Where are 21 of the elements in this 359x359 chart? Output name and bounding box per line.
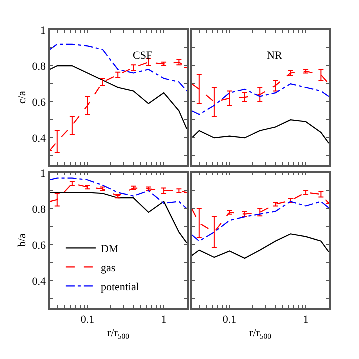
legend-label: gas: [100, 262, 116, 274]
y-tick-label: 0.6: [32, 96, 47, 109]
x-axis-title: r/r$_{500}$: [250, 328, 272, 341]
y-tick-label: 0.8: [32, 60, 47, 73]
y-tick-label: 0.8: [32, 204, 47, 216]
y-tick-label: 0.6: [32, 240, 47, 252]
x-tick-label: 1: [161, 314, 167, 326]
x-tick-label: 0.1: [80, 314, 95, 326]
legend-label: DM: [100, 243, 119, 256]
legend-label: potential: [100, 281, 140, 294]
x-axis-title: r/r$_{500}$: [108, 328, 130, 341]
x-tick-label: 1: [303, 314, 309, 326]
annotation: NR: [267, 50, 283, 62]
y-axis-title: b/a: [16, 234, 28, 248]
y-tick-label: 0.4: [32, 276, 47, 288]
y-tick-label: 1: [40, 168, 46, 180]
annotation: CSF: [133, 50, 153, 62]
y-tick-label: 1: [40, 24, 46, 37]
y-axis-title: c/a: [16, 91, 28, 104]
y-tick-label: 0.4: [32, 132, 47, 145]
x-tick-label: 0.1: [222, 314, 237, 326]
